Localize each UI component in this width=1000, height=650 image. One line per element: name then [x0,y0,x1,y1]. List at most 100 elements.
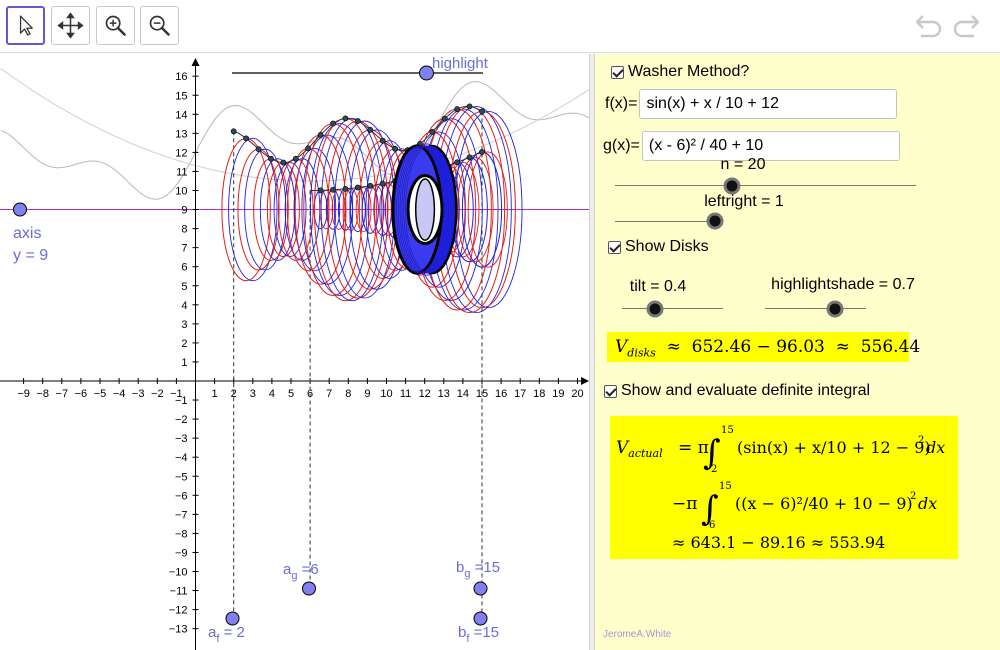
x-tick-label: −8 [36,388,49,400]
f-sample-point [466,103,473,110]
checkbox-checked-icon[interactable] [611,65,624,79]
f-sample-point [243,135,250,142]
x-tick-label: 16 [495,388,507,400]
undo-icon [915,15,942,38]
g-sample-point [466,154,473,161]
y-tick-label: 12 [175,147,187,159]
zoom-in-button[interactable] [96,6,135,45]
y-tick-label: 15 [175,90,187,102]
line2-integrand: ((x − 6)²/40 + 10 − 9) [735,494,913,513]
vdisks-value: ≈ 652.46 − 96.03 ≈ 556.44 [655,337,921,357]
y-tick-label: 10 [175,186,187,198]
bf-label: bf =15 [458,624,499,645]
int1-lower: 2 [711,464,717,475]
arrow-cursor-icon [19,15,33,36]
integral-formula: Vactual = π ∫ 15 2 (sin(x) + x/10 + 12 −… [616,425,945,552]
y-tick-label: −8 [175,528,188,540]
axis-point[interactable]: axis y = 9 [13,202,48,264]
g-sample-point [317,187,324,194]
x-tick-label: 11 [400,388,411,400]
x-tick-label: −6 [75,388,88,400]
ag-point[interactable] [302,581,316,596]
inner-hole-back-ellipse [467,151,508,268]
y-tick-label: −6 [175,490,188,502]
highlightshade-slider-label: highlightshade = 0.7 [771,276,915,293]
f-sample-point [354,118,361,124]
move-graphics-view-button[interactable] [51,6,90,45]
line2-power: 2 [910,491,916,502]
f-sample-point [342,115,349,122]
inner-hole-back-ellipse [343,188,359,231]
move-tool-button[interactable] [6,6,45,45]
graphics-canvas[interactable]: −9−8−7−6−5−4−3−2−11234567891011121314151… [0,54,589,650]
f-sample-point [479,108,485,115]
f-sample-point [255,146,262,153]
bf-point[interactable] [473,611,488,626]
faint-curve-f [0,81,589,200]
bg-point[interactable] [473,581,488,596]
outer-disk-back-ellipse [320,117,384,302]
zoom-out-icon [149,15,170,36]
zoom-out-button[interactable] [140,6,179,45]
ag-label: ag =6 [283,561,319,582]
vdisks-box: Vdisks ≈ 652.46 − 96.03 ≈ 556.44 [607,332,920,362]
outer-disk-back-ellipse [228,137,278,282]
axis-point-handle[interactable] [13,202,27,217]
integral-sign-1: ∫ [703,433,721,473]
redo-icon [953,15,980,38]
leftright-slider-knob[interactable] [706,212,724,230]
x-tick-label: 7 [326,388,332,400]
highlightshade-slider-knob[interactable] [826,300,844,318]
x-tick-label: 14 [457,388,469,400]
y-tick-label: 14 [175,109,187,121]
graphics-view[interactable]: −9−8−7−6−5−4−3−2−11234567891011121314151… [0,54,589,650]
tilt-slider-track[interactable] [622,308,723,309]
x-axis-arrow [581,377,589,385]
x-tick-label: 5 [288,388,294,400]
line1-power: 2 [918,435,924,446]
author-credit: JeromeA.White [603,629,672,640]
undo-button[interactable] [913,12,945,40]
fx-input[interactable]: sin(x) + x / 10 + 12 [639,89,898,119]
highlightshade-slider-track[interactable] [765,308,866,309]
axis-equation: y = 9 [13,247,48,264]
n-slider-knob[interactable] [723,177,741,195]
bound-points[interactable]: af = 2 ag =6 bg =15 bf =15 [208,559,500,645]
x-tick-label: 19 [552,388,564,400]
show-integral-checkbox[interactable]: Show and evaluate definite integral [604,382,870,400]
line3-result: ≈ 643.1 − 89.16 ≈ 553.94 [672,533,885,552]
n-slider-track[interactable] [615,185,916,186]
four-way-arrow-icon [57,12,84,39]
checkbox-checked-icon[interactable] [608,240,621,254]
x-tick-label: −4 [113,388,126,400]
fx-label: f(x)= [605,95,638,112]
f-sample-point [268,155,274,162]
highlight-slider-knob[interactable] [419,65,434,81]
y-tick-label: −12 [169,605,188,617]
leftright-slider-label: leftright = 1 [704,193,784,210]
af-label: af = 2 [208,624,245,645]
x-tick-label: −1 [170,388,183,400]
highlight-shade-ring [405,145,455,274]
g-sample-point [454,159,461,166]
y-tick-label: −10 [169,567,188,579]
redo-button[interactable] [950,12,982,40]
g-sample-point [330,186,336,193]
af-point[interactable] [225,611,240,626]
leftright-slider-track[interactable] [615,221,715,222]
view-divider[interactable] [589,54,595,650]
line1-equals-pi: = π [678,438,709,458]
y-tick-label: 4 [181,300,187,312]
vdisks-subscript: disks [627,346,656,360]
show-disks-checkbox[interactable]: Show Disks [608,238,709,256]
y-tick-label: −4 [175,452,188,464]
n-slider-label: n = 20 [720,156,766,173]
highlight-slider[interactable]: highlight [232,55,489,81]
y-tick-label: 3 [181,319,187,331]
checkbox-checked-icon[interactable] [604,384,617,398]
vdisks-formula: Vdisks ≈ 652.46 − 96.03 ≈ 556.44 [615,337,920,359]
x-tick-label: 1 [212,388,218,400]
tilt-slider-knob[interactable] [646,300,664,318]
gx-input[interactable]: (x - 6)² / 40 + 10 [641,131,900,161]
washer-method-checkbox[interactable]: Washer Method? [611,63,749,81]
